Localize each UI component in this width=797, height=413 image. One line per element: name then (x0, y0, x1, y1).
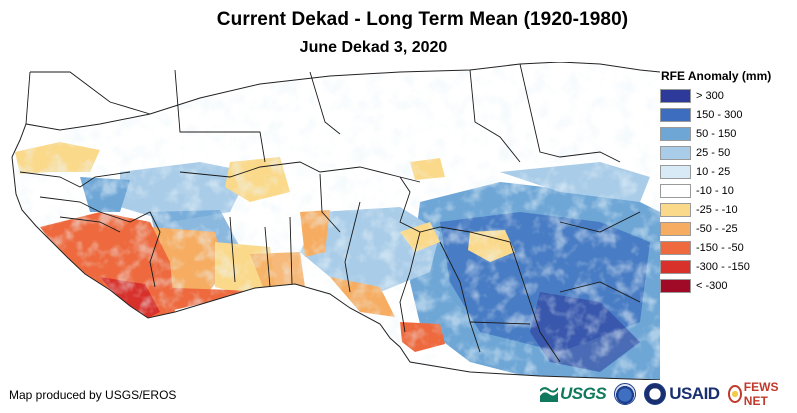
usgs-wave-icon (540, 387, 558, 402)
legend-swatch (660, 183, 691, 198)
usaid-logo: USAID (644, 383, 720, 405)
legend-swatch (660, 88, 691, 103)
legend-swatch (660, 278, 691, 293)
fews-net-logo: FEWS NET (727, 380, 789, 408)
legend-title: RFE Anomaly (mm) (661, 69, 772, 83)
legend-label: -150 - -50 (696, 241, 744, 254)
legend-swatch (660, 240, 691, 255)
legend-label: -300 - -150 (696, 260, 750, 273)
legend-label: < -300 (696, 279, 728, 292)
legend-item: > 300 (660, 86, 750, 105)
legend-swatch (660, 221, 691, 236)
legend-label: 50 - 150 (696, 127, 737, 140)
legend-swatch (660, 164, 691, 179)
legend-label: -50 - -25 (696, 222, 738, 235)
fews-globe-icon (727, 385, 742, 403)
legend-item: -50 - -25 (660, 219, 750, 238)
legend-item: -300 - -150 (660, 257, 750, 276)
legend-label: -25 - -10 (696, 203, 738, 216)
legend-item: -25 - -10 (660, 200, 750, 219)
coastline (11, 62, 660, 380)
rainfall-anomaly-map (11, 62, 660, 380)
legend-label: -10 - 10 (696, 184, 734, 197)
legend-item: 50 - 150 (660, 124, 750, 143)
legend-swatch (660, 259, 691, 274)
map-subtitle: June Dekad 3, 2020 (299, 39, 448, 56)
noaa-seal-icon (614, 383, 637, 405)
legend-swatch (660, 202, 691, 217)
legend-swatch (660, 107, 691, 122)
country-borders (19, 63, 641, 363)
legend-item: -10 - 10 (660, 181, 750, 200)
legend-item: 25 - 50 (660, 143, 750, 162)
legend-label: > 300 (696, 89, 724, 102)
legend-item: < -300 (660, 276, 750, 295)
noaa-logo (614, 383, 637, 405)
partner-logos: USGS USAID FEWS NET (540, 380, 797, 408)
legend-swatch (660, 145, 691, 160)
legend-label: 10 - 25 (696, 165, 731, 178)
legend: > 300 150 - 300 50 - 150 25 - 50 10 - 25 -10 … (660, 86, 750, 295)
map-title: Current Dekad - Long Term Mean (1920-198… (216, 9, 629, 30)
legend-label: 150 - 300 (696, 108, 743, 121)
legend-item: -150 - -50 (660, 238, 750, 257)
usaid-seal-icon (644, 383, 667, 405)
legend-item: 10 - 25 (660, 162, 750, 181)
credit-text: Map produced by USGS/EROS (9, 388, 177, 402)
legend-label: 25 - 50 (696, 146, 731, 159)
legend-swatch (660, 126, 691, 141)
usgs-logo: USGS (540, 384, 607, 404)
legend-item: 150 - 300 (660, 105, 750, 124)
